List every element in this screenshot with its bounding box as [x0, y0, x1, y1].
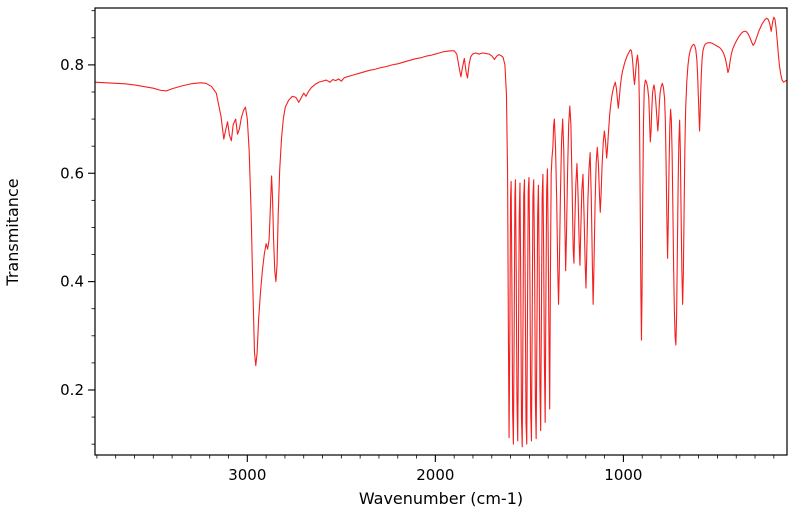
x-tick-label: 2000: [416, 466, 454, 484]
x-tick-label: 3000: [228, 466, 266, 484]
x-axis-label: Wavenumber (cm-1): [359, 489, 523, 508]
y-tick-label: 0.4: [60, 273, 84, 291]
y-tick-label: 0.2: [60, 381, 84, 399]
plot-frame: [94, 7, 788, 456]
x-tick-label: 1000: [604, 466, 642, 484]
spectrum-line: [95, 16, 787, 448]
y-tick-label: 0.6: [60, 164, 84, 182]
y-axis-label: Transmitance: [3, 178, 22, 286]
y-tick-label: 0.8: [60, 56, 84, 74]
